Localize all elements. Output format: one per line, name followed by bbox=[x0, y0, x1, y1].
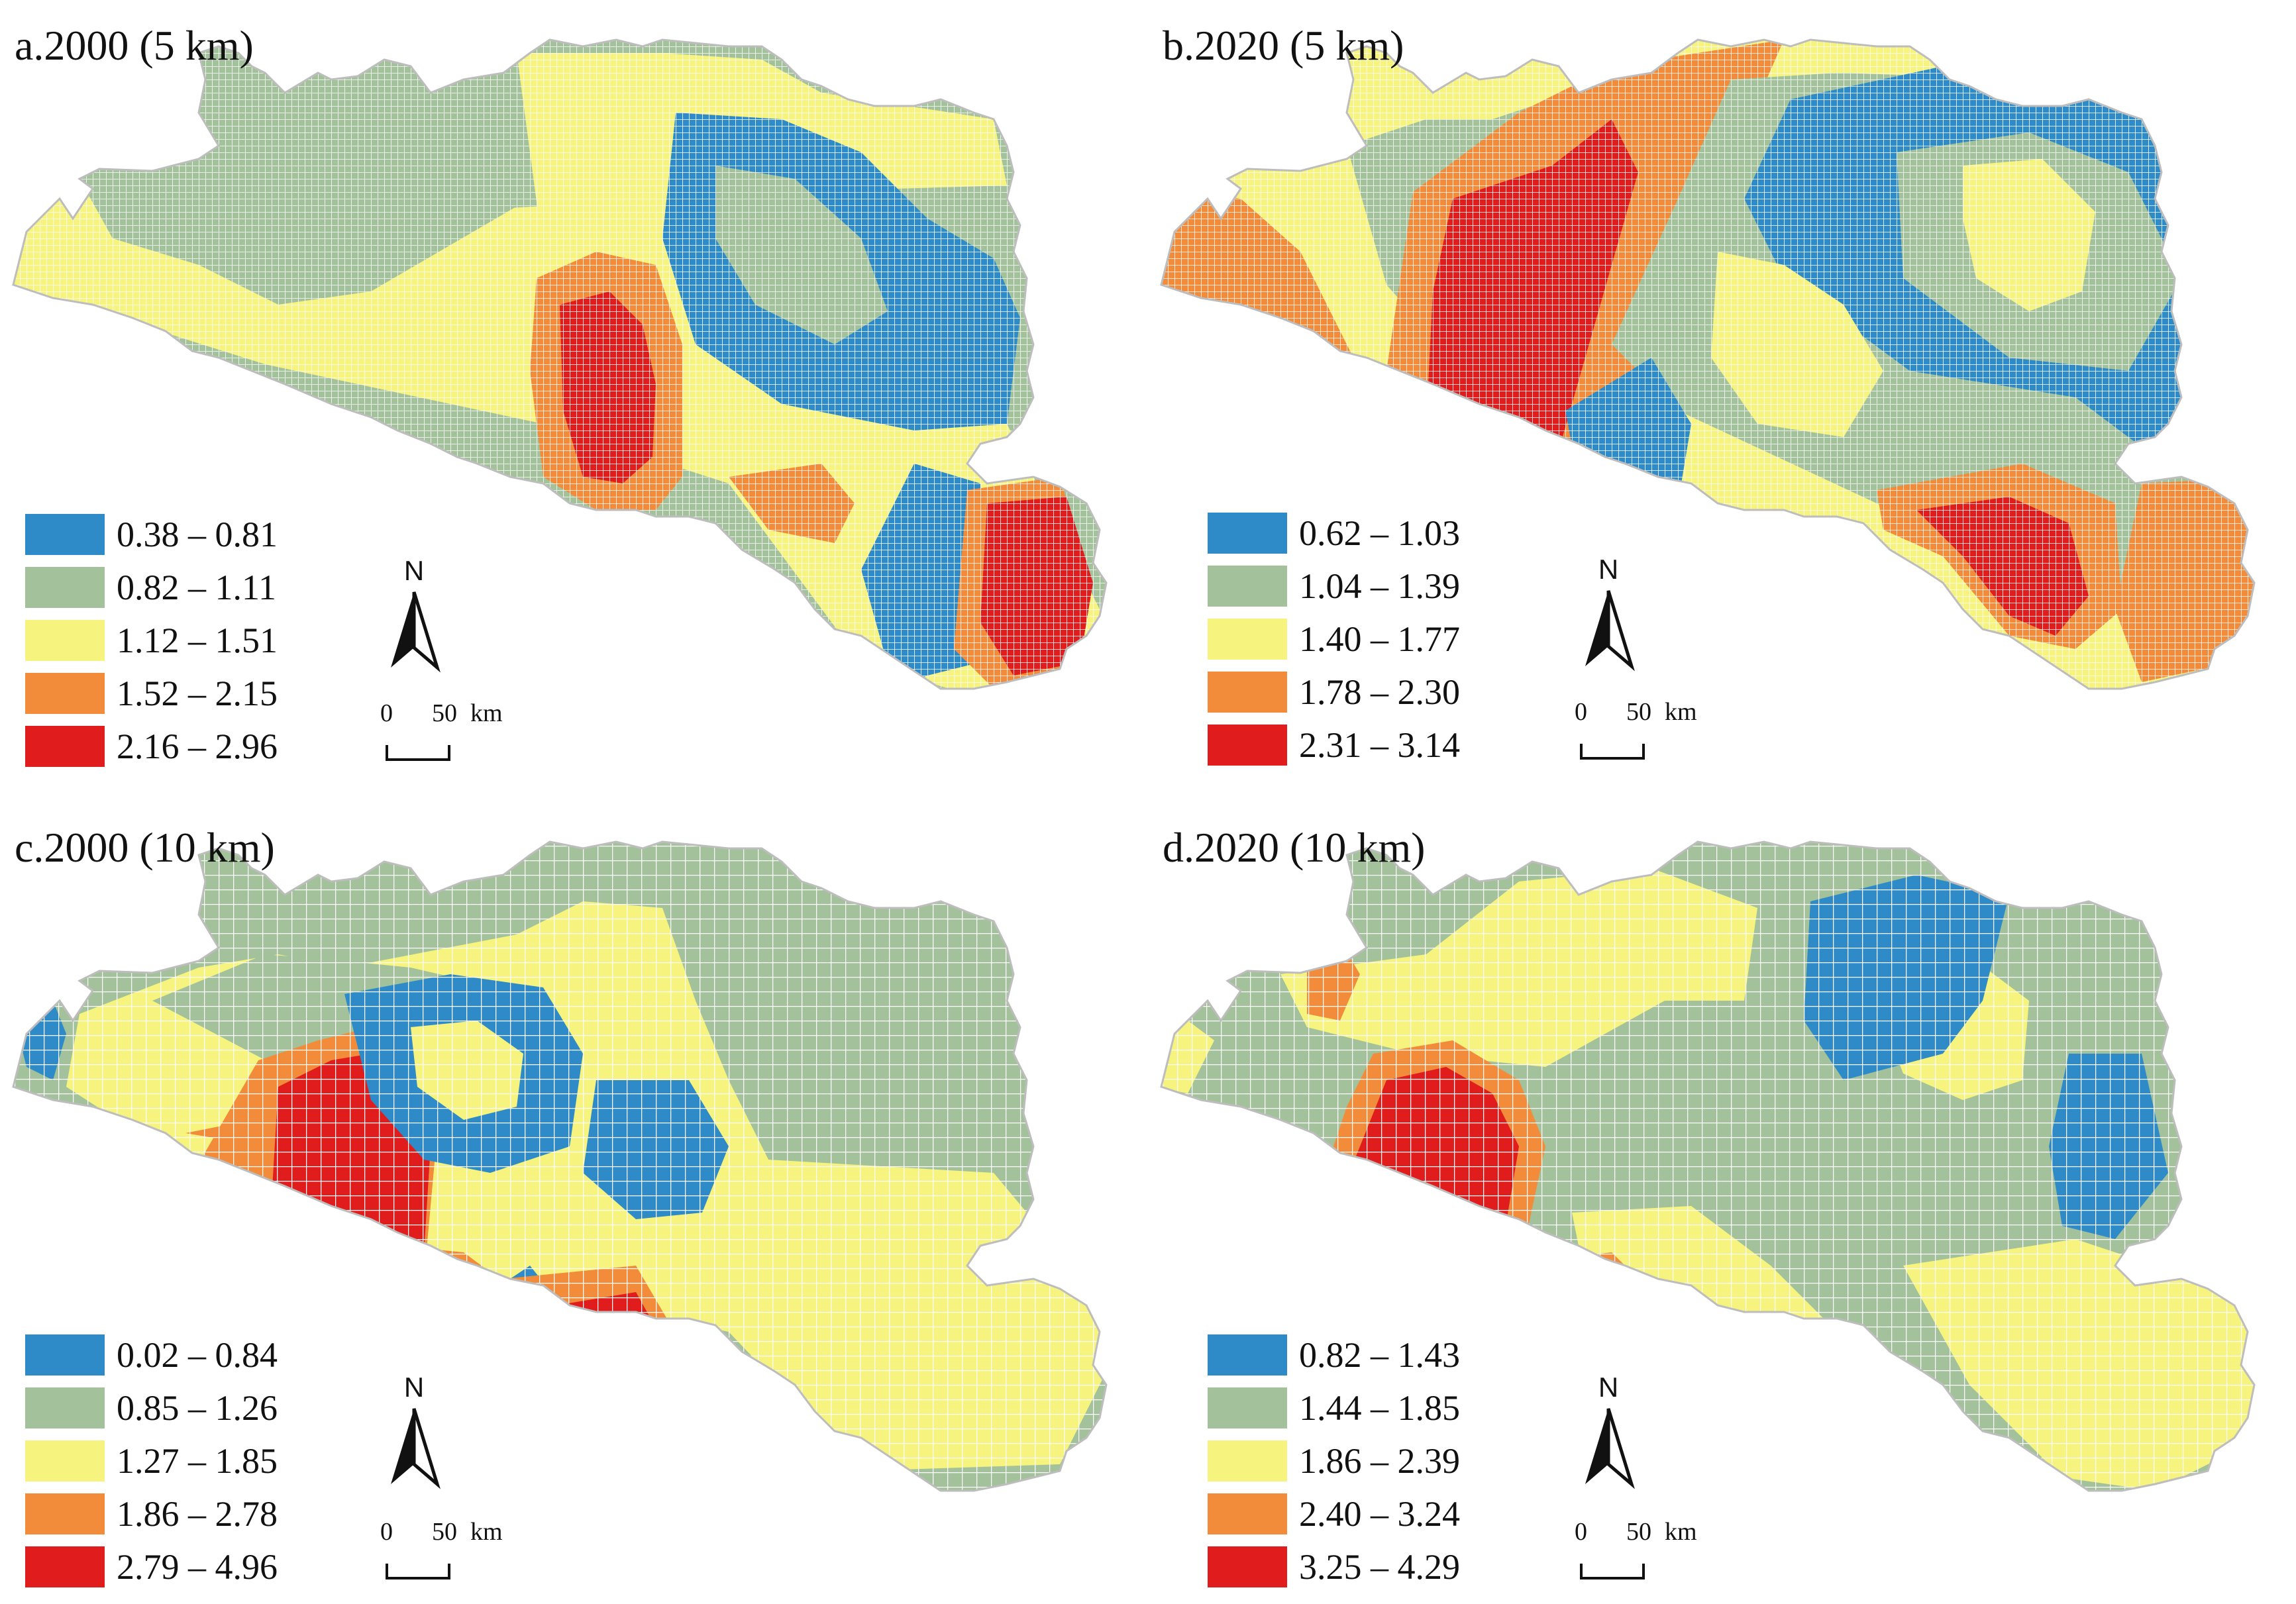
legend-label: 0.02 – 0.84 bbox=[117, 1335, 278, 1375]
legend-swatch bbox=[1208, 1546, 1287, 1587]
scale-unit: km bbox=[1665, 1518, 1697, 1546]
scale-fifty: 50 bbox=[432, 699, 457, 727]
region-boundary bbox=[12, 840, 1108, 1492]
north-arrow-icon: N bbox=[384, 1372, 444, 1504]
legend-swatch bbox=[1208, 1387, 1287, 1429]
north-label: N bbox=[1598, 1372, 1619, 1403]
legend-label: 0.82 – 1.11 bbox=[117, 568, 276, 607]
scale-unit: km bbox=[470, 1518, 503, 1546]
scale-bar: 0 50 km bbox=[1565, 1517, 1711, 1590]
north-arrow-shape bbox=[391, 591, 441, 673]
legend-label: 0.85 – 1.26 bbox=[117, 1388, 278, 1428]
scale-fifty: 50 bbox=[432, 1518, 457, 1546]
scale-zero: 0 bbox=[1575, 698, 1587, 726]
region-boundary bbox=[1160, 840, 2256, 1492]
north-label: N bbox=[403, 1372, 425, 1403]
legend-swatch bbox=[25, 1440, 105, 1481]
legend-label: 3.25 – 4.29 bbox=[1299, 1547, 1460, 1587]
north-arrow-shape bbox=[391, 1408, 441, 1489]
north-label: N bbox=[1598, 554, 1619, 585]
panel-title: a.2000 (5 km) bbox=[15, 22, 254, 69]
legend-label: 1.86 – 2.78 bbox=[117, 1494, 278, 1534]
legend-swatch bbox=[1208, 1440, 1287, 1481]
legend-label: 2.40 – 3.24 bbox=[1299, 1494, 1460, 1534]
legend-label: 2.79 – 4.96 bbox=[117, 1547, 278, 1587]
scale-zero: 0 bbox=[380, 699, 393, 727]
legend-label: 2.31 – 3.14 bbox=[1299, 725, 1460, 765]
legend-swatch bbox=[25, 567, 105, 608]
legend-swatch bbox=[1208, 619, 1287, 660]
region-boundary bbox=[12, 38, 1108, 690]
legend-swatch bbox=[1208, 672, 1287, 713]
map-zone-red bbox=[1519, 1266, 1625, 1378]
scale-unit: km bbox=[1665, 698, 1697, 726]
legend-label: 0.82 – 1.43 bbox=[1299, 1335, 1460, 1375]
scale-bar-line bbox=[386, 745, 450, 761]
map-zone-red bbox=[371, 1259, 477, 1378]
map-panel-a: a.2000 (5 km) 0.38 – 0.81 0.82 – 1.11 1.… bbox=[0, 0, 1148, 802]
legend-swatch bbox=[25, 1493, 105, 1534]
scale-unit: km bbox=[470, 699, 503, 727]
scale-fifty: 50 bbox=[1626, 698, 1651, 726]
region-boundary bbox=[1160, 38, 2256, 690]
legend-label: 1.44 – 1.85 bbox=[1299, 1388, 1460, 1428]
map-panel-c: c.2000 (10 km) 0.02 – 0.84 0.85 – 1.26 1… bbox=[0, 802, 1148, 1604]
north-arrow-shape bbox=[1585, 1408, 1635, 1489]
region-map bbox=[12, 840, 1108, 1492]
north-arrow-icon: N bbox=[1579, 1372, 1638, 1504]
map-zone-blue bbox=[132, 1186, 192, 1266]
legend-label: 1.04 – 1.39 bbox=[1299, 566, 1460, 606]
legend-swatch bbox=[25, 1387, 105, 1429]
region-map bbox=[12, 38, 1108, 690]
legend-label: 1.12 – 1.51 bbox=[117, 621, 278, 660]
panel-title: c.2000 (10 km) bbox=[15, 824, 275, 871]
north-arrow-icon: N bbox=[1579, 554, 1638, 686]
legend-label: 1.40 – 1.77 bbox=[1299, 619, 1460, 659]
legend-label: 1.52 – 2.15 bbox=[117, 674, 278, 713]
map-zone-blue bbox=[1227, 1160, 1294, 1226]
scale-bar: 0 50 km bbox=[371, 699, 517, 772]
scale-zero: 0 bbox=[1575, 1518, 1587, 1546]
legend-label: 2.16 – 2.96 bbox=[117, 727, 278, 766]
scale-bar: 0 50 km bbox=[1565, 697, 1711, 770]
map-panel-d: d.2020 (10 km) 0.82 – 1.43 1.44 – 1.85 1… bbox=[1148, 802, 2296, 1604]
region-map bbox=[1160, 38, 2256, 690]
legend-swatch bbox=[25, 620, 105, 661]
legend-label: 1.78 – 2.30 bbox=[1299, 672, 1460, 712]
legend-swatch bbox=[25, 1546, 105, 1587]
legend-swatch bbox=[1208, 725, 1287, 766]
legend-swatch bbox=[25, 514, 105, 555]
legend-swatch bbox=[25, 726, 105, 767]
scale-fifty: 50 bbox=[1626, 1518, 1651, 1546]
panel-title: b.2020 (5 km) bbox=[1163, 22, 1404, 69]
scale-bar: 0 50 km bbox=[371, 1517, 517, 1590]
scale-bar-line bbox=[1580, 1564, 1645, 1579]
north-label: N bbox=[403, 555, 425, 586]
legend-label: 0.38 – 0.81 bbox=[117, 515, 278, 554]
panel-title: d.2020 (10 km) bbox=[1163, 824, 1426, 871]
north-arrow-icon: N bbox=[384, 555, 444, 687]
legend-swatch bbox=[25, 673, 105, 714]
legend-label: 0.62 – 1.03 bbox=[1299, 513, 1460, 553]
scale-zero: 0 bbox=[380, 1518, 393, 1546]
region-map bbox=[1160, 840, 2256, 1492]
legend-swatch bbox=[1208, 1493, 1287, 1534]
legend-swatch bbox=[1208, 513, 1287, 554]
scale-bar-line bbox=[386, 1564, 450, 1579]
north-arrow-shape bbox=[1585, 590, 1635, 672]
legend-swatch bbox=[25, 1334, 105, 1376]
scale-bar-line bbox=[1580, 744, 1645, 760]
legend-label: 1.27 – 1.85 bbox=[117, 1441, 278, 1481]
legend-label: 1.86 – 2.39 bbox=[1299, 1441, 1460, 1481]
legend-swatch bbox=[1208, 566, 1287, 607]
map-panel-b: b.2020 (5 km) 0.62 – 1.03 1.04 – 1.39 1.… bbox=[1148, 0, 2296, 802]
legend-swatch bbox=[1208, 1334, 1287, 1376]
